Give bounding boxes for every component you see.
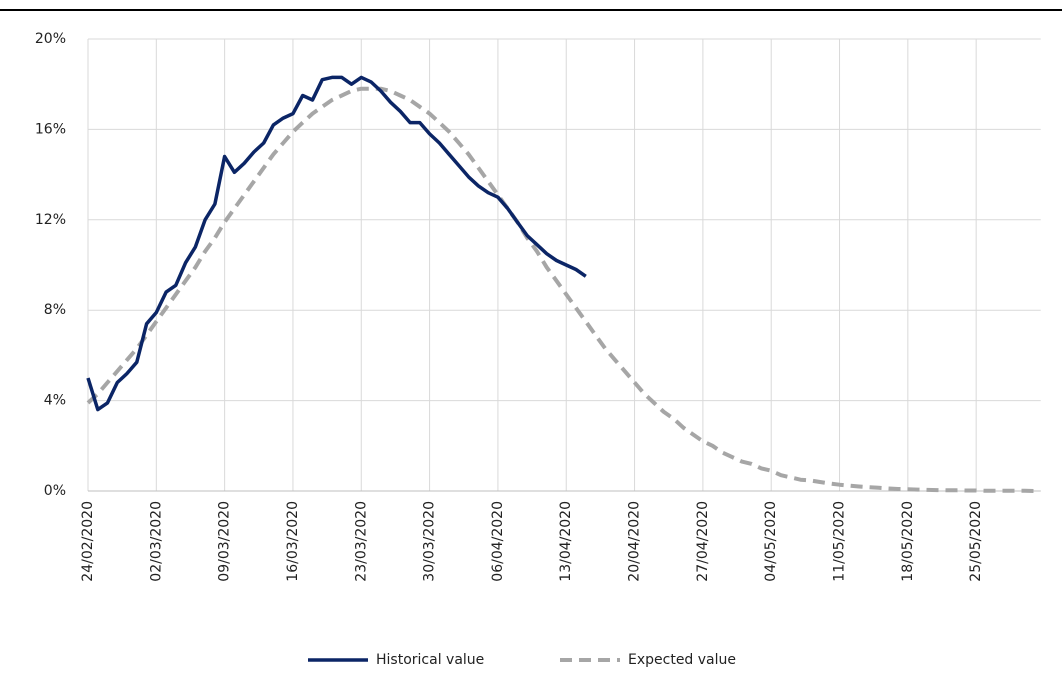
x-tick-label: 09/03/2020: [217, 501, 233, 582]
legend-label: Expected value: [628, 652, 736, 668]
series-line: [86, 86, 1035, 493]
x-tick-label: 27/04/2020: [695, 501, 711, 582]
x-tick-label: 04/05/2020: [763, 501, 779, 582]
y-tick-label: 20%: [35, 31, 66, 47]
x-tick-label: 02/03/2020: [148, 501, 164, 582]
x-tick-label: 24/02/2020: [80, 501, 96, 582]
y-tick-label: 8%: [44, 302, 66, 318]
legend-label: Historical value: [376, 652, 484, 668]
x-tick-label: 13/04/2020: [558, 501, 574, 582]
series-line: [86, 75, 587, 412]
x-tick-label: 20/04/2020: [627, 501, 643, 582]
x-tick-label: 16/03/2020: [285, 501, 301, 582]
x-tick-label: 11/05/2020: [832, 501, 848, 582]
y-tick-label: 4%: [44, 393, 66, 409]
y-tick-label: 12%: [35, 212, 66, 228]
x-tick-label: 23/03/2020: [353, 501, 369, 582]
x-tick-label: 30/03/2020: [422, 501, 438, 582]
y-tick-label: 16%: [35, 121, 66, 137]
x-tick-label: 18/05/2020: [900, 501, 916, 582]
x-tick-label: 25/05/2020: [968, 501, 984, 582]
y-tick-label: 0%: [44, 483, 66, 499]
x-tick-label: 06/04/2020: [490, 501, 506, 582]
